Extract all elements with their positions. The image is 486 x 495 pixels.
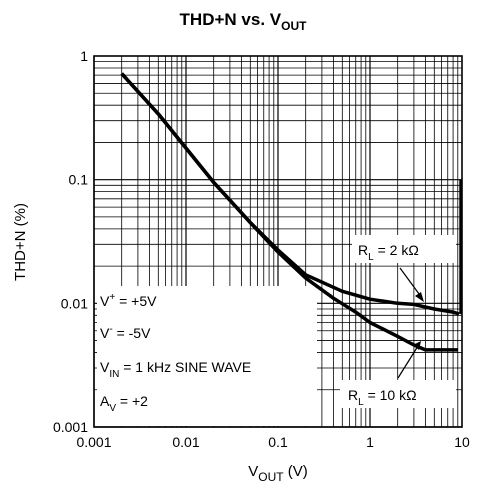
x-tick-label: 1	[366, 434, 374, 450]
y-tick-labels: 0.001 0.01 0.1 1	[53, 48, 88, 435]
chart-title: THD+N vs. VOUT	[180, 10, 308, 33]
condition-v-plus: V+ = +5V	[100, 292, 157, 309]
leader-arrow-10k	[397, 341, 421, 379]
label-box-2k	[352, 235, 456, 263]
x-tick-label: 0.001	[76, 434, 111, 450]
series-label-2k: RL = 2 kΩ	[358, 242, 419, 263]
y-axis-label: THD+N (%)	[12, 203, 29, 281]
condition-v-minus: V- = -5V	[100, 324, 151, 341]
x-tick-labels: 0.001 0.01 0.1 1 10	[76, 434, 470, 450]
x-tick-label: 10	[454, 434, 470, 450]
y-tick-label: 0.1	[69, 172, 89, 188]
condition-gain: AV = +2	[100, 393, 148, 414]
series-label-10k: RL = 10 kΩ	[348, 387, 417, 408]
series-line-rl-2k	[120, 72, 460, 316]
condition-v-in: VIN = 1 kHz SINE WAVE	[100, 359, 251, 380]
x-tick-label: 0.1	[268, 434, 288, 450]
y-tick-label: 1	[80, 48, 88, 64]
x-tick-label: 0.01	[172, 434, 199, 450]
leader-arrow-2k	[399, 267, 424, 302]
test-conditions: V+ = +5V V- = -5V VIN = 1 kHz SINE WAVE …	[100, 292, 251, 414]
y-tick-label: 0.001	[53, 419, 88, 435]
x-axis-label: VOUT (V)	[248, 463, 308, 484]
y-tick-label: 0.01	[61, 295, 88, 311]
label-box-10k	[340, 380, 456, 408]
series-line-rl-10k	[120, 72, 458, 352]
conditions-box	[97, 286, 317, 426]
